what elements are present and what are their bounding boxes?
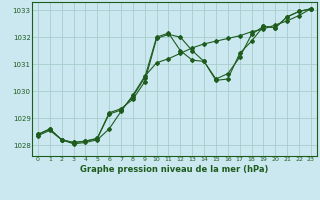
X-axis label: Graphe pression niveau de la mer (hPa): Graphe pression niveau de la mer (hPa) bbox=[80, 165, 268, 174]
